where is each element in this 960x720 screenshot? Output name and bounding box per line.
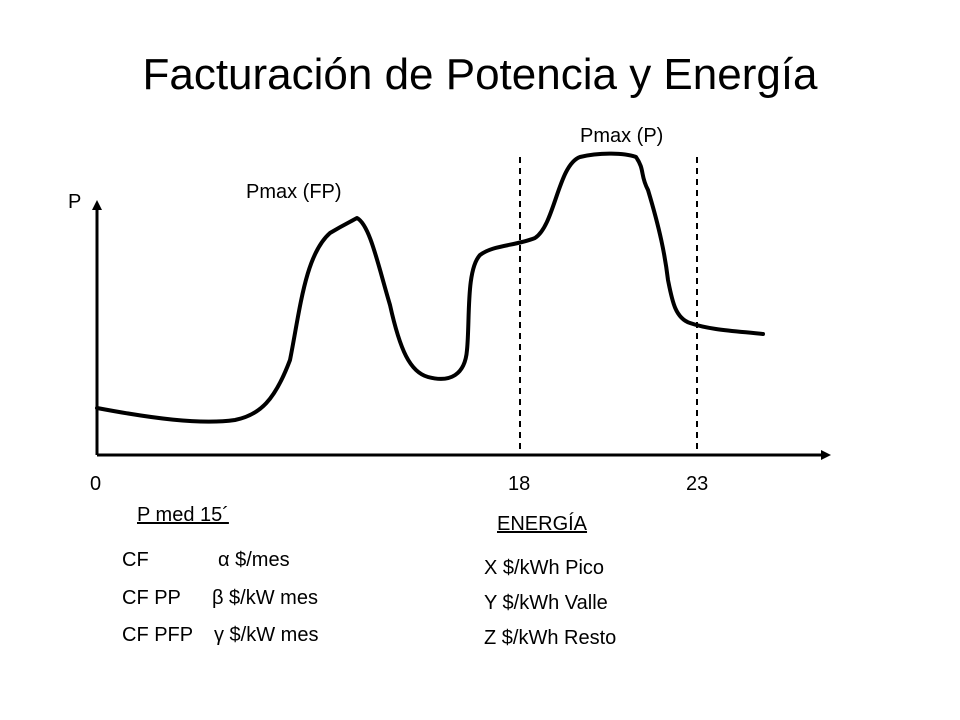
pmax-off-peak-label: Pmax (FP): [246, 181, 342, 203]
power-row-rate: γ $/kW mes: [214, 624, 319, 646]
x-tick-0: 0: [90, 473, 102, 495]
power-row-rate: β $/kW mes: [212, 587, 318, 609]
power-row-name: CF PFP: [122, 624, 194, 646]
y-axis-label: P: [68, 191, 82, 213]
energy-row: X $/kWh Pico: [484, 557, 605, 579]
load-curve: [95, 151, 765, 424]
x-tick-18: 18: [508, 473, 531, 495]
energy-row: Z $/kWh Resto: [484, 627, 617, 649]
pmax-peak-label: Pmax (P): [580, 125, 664, 147]
power-row-name: CF: [122, 549, 149, 571]
energy-heading: ENERGÍA: [497, 513, 588, 535]
page-title: Facturación de Potencia y Energía: [142, 50, 818, 99]
x-tick-23: 23: [686, 473, 709, 495]
power-heading: P med 15´: [137, 504, 229, 526]
power-row-rate: α $/mes: [218, 549, 290, 571]
power-row-name: CF PP: [122, 587, 181, 609]
energy-row: Y $/kWh Valle: [484, 592, 608, 614]
